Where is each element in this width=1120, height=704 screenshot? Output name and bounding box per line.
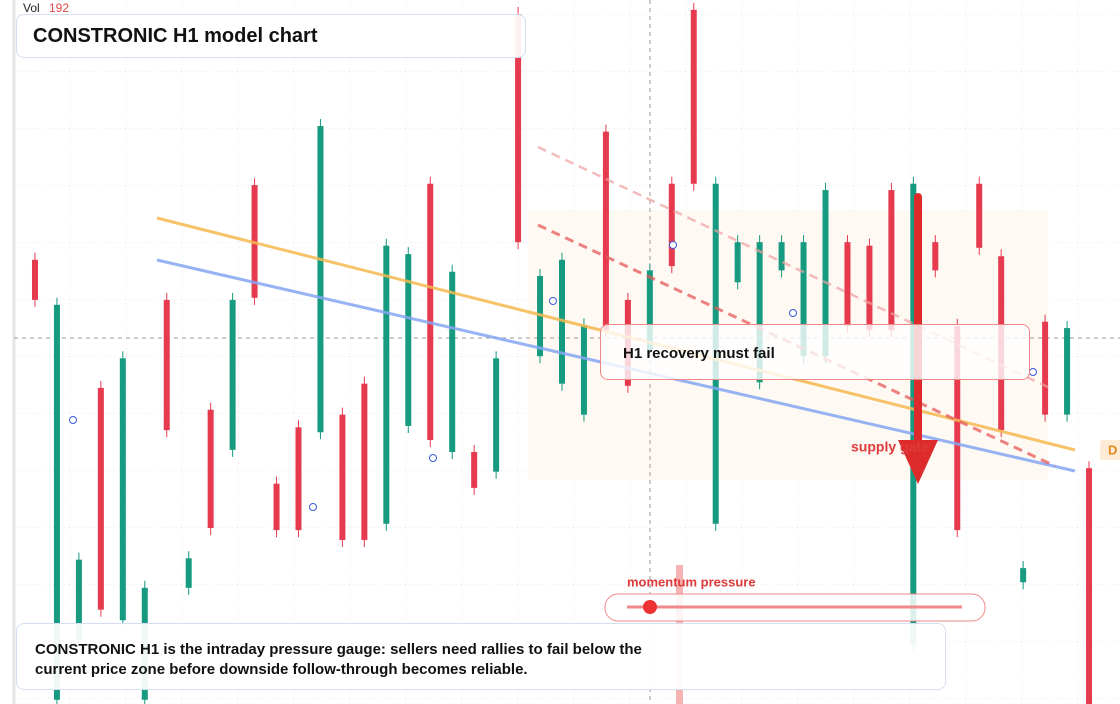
candle-body xyxy=(493,358,500,472)
candle-body xyxy=(31,259,38,300)
candle-body xyxy=(866,245,873,331)
candle-body xyxy=(1020,568,1027,583)
candle-body xyxy=(185,558,192,588)
volume-value: 192 xyxy=(49,1,69,15)
candle-body xyxy=(800,242,807,357)
candle-body xyxy=(602,131,609,331)
candle-body xyxy=(163,299,170,431)
candle-body xyxy=(449,271,456,452)
candle-body xyxy=(580,325,587,415)
marker xyxy=(309,503,317,511)
chart-title: CONSTRONIC H1 model chart xyxy=(16,14,526,58)
candle-body xyxy=(75,559,82,640)
candle-body xyxy=(646,270,653,350)
candle-body xyxy=(1042,321,1049,415)
edge-label: D xyxy=(1108,442,1117,457)
candle-body xyxy=(910,183,917,645)
candle-body xyxy=(954,325,961,531)
marker xyxy=(549,297,557,305)
slider-knob[interactable] xyxy=(643,600,657,614)
candle-body xyxy=(1086,468,1093,704)
zone-label: supply gate xyxy=(851,439,929,455)
candle-body xyxy=(1064,328,1071,415)
candle-body xyxy=(229,299,236,450)
candle-body xyxy=(361,383,368,540)
footer-note: CONSTRONIC H1 is the intraday pressure g… xyxy=(16,623,946,690)
candle-body xyxy=(822,190,829,357)
candle-body xyxy=(734,242,741,283)
candle-body xyxy=(515,14,522,243)
candle-body xyxy=(778,242,785,271)
edge-badge xyxy=(1100,440,1120,460)
marker xyxy=(1029,368,1037,376)
candle-body xyxy=(888,190,895,331)
candle-body xyxy=(339,414,346,540)
candle-body xyxy=(317,126,324,433)
candle-body xyxy=(690,9,697,184)
candle-body xyxy=(668,183,675,267)
candle-body xyxy=(471,451,478,488)
candle-body xyxy=(932,242,939,271)
candle-body xyxy=(383,245,390,524)
candle-body xyxy=(976,183,983,248)
candle-body xyxy=(97,387,104,610)
candle-body xyxy=(207,409,214,528)
callout: H1 recovery must fail xyxy=(600,324,1030,380)
candle-body xyxy=(119,358,126,621)
candle-body xyxy=(273,483,280,531)
marker xyxy=(789,309,797,317)
marker xyxy=(429,454,437,462)
marker xyxy=(669,241,677,249)
slider-label: momentum pressure xyxy=(627,574,756,589)
volume-label: Vol xyxy=(23,1,40,15)
marker xyxy=(69,416,77,424)
candle-body xyxy=(295,427,302,531)
down-arrowhead xyxy=(898,440,938,484)
candle-body xyxy=(405,254,412,426)
candle-body xyxy=(756,242,763,383)
candle-body xyxy=(53,304,60,700)
candle-body xyxy=(844,242,851,326)
candle-body xyxy=(427,183,434,440)
